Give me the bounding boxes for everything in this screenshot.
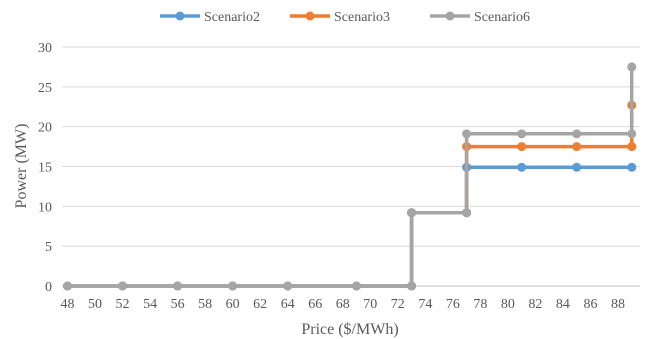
tick-labels: 0 5 10 15 20 25 30 48 50 52 54 56 58 60 62 64 66 68 70 72 74… bbox=[38, 41, 625, 312]
y-tick-label: 10 bbox=[38, 200, 52, 215]
x-tick-label: 52 bbox=[116, 297, 130, 312]
series-group bbox=[63, 62, 637, 291]
legend: Scenario2 Scenario3 Scenario6 bbox=[160, 10, 530, 25]
y-tick-label: 30 bbox=[38, 41, 52, 56]
y-tick-label: 15 bbox=[38, 161, 52, 176]
legend-item: Scenario2 bbox=[160, 10, 260, 25]
y-axis-title: Power (MW) bbox=[13, 124, 30, 209]
y-tick-label: 20 bbox=[38, 121, 52, 136]
x-axis-title: Price ($/MWh) bbox=[301, 321, 398, 338]
data-point bbox=[462, 208, 472, 218]
legend-label: Scenario3 bbox=[334, 10, 390, 25]
x-tick-label: 78 bbox=[473, 297, 487, 312]
x-tick-label: 62 bbox=[253, 297, 267, 312]
x-tick-label: 72 bbox=[391, 297, 405, 312]
series-line bbox=[67, 165, 632, 288]
x-tick-label: 48 bbox=[61, 297, 75, 312]
legend-label: Scenario6 bbox=[474, 10, 530, 25]
series-Scenario2 bbox=[63, 162, 637, 291]
data-point bbox=[627, 162, 637, 172]
x-tick-label: 80 bbox=[501, 297, 515, 312]
data-point bbox=[173, 281, 183, 291]
legend-swatch-marker bbox=[175, 11, 185, 21]
x-tick-label: 76 bbox=[446, 297, 460, 312]
legend-swatch-marker bbox=[305, 11, 315, 21]
data-point bbox=[627, 129, 637, 139]
data-point bbox=[572, 129, 582, 139]
y-tick-label: 25 bbox=[38, 81, 52, 96]
data-point bbox=[517, 129, 527, 139]
legend-item: Scenario3 bbox=[290, 10, 390, 25]
x-tick-label: 84 bbox=[556, 297, 570, 312]
x-tick-label: 64 bbox=[281, 297, 295, 312]
x-tick-label: 74 bbox=[418, 297, 432, 312]
data-point bbox=[572, 142, 582, 152]
data-point bbox=[283, 281, 293, 291]
data-point bbox=[228, 281, 238, 291]
legend-item: Scenario6 bbox=[430, 10, 530, 25]
data-point bbox=[407, 281, 417, 291]
x-tick-label: 70 bbox=[363, 297, 377, 312]
x-tick-label: 66 bbox=[308, 297, 322, 312]
x-tick-label: 60 bbox=[226, 297, 240, 312]
y-tick-label: 5 bbox=[45, 240, 52, 255]
series-line bbox=[67, 66, 634, 288]
data-point bbox=[462, 129, 472, 139]
legend-swatch-marker bbox=[445, 11, 455, 21]
gridlines bbox=[62, 46, 640, 247]
x-tick-label: 54 bbox=[143, 297, 157, 312]
data-point bbox=[118, 281, 128, 291]
data-point bbox=[407, 208, 417, 218]
x-tick-label: 50 bbox=[88, 297, 102, 312]
legend-label: Scenario2 bbox=[204, 10, 260, 25]
x-tick-label: 86 bbox=[583, 297, 597, 312]
x-tick-label: 68 bbox=[336, 297, 350, 312]
x-tick-label: 58 bbox=[198, 297, 212, 312]
data-point bbox=[352, 281, 362, 291]
data-point bbox=[627, 142, 637, 152]
y-tick-label: 0 bbox=[45, 280, 52, 295]
data-point bbox=[627, 62, 637, 72]
series-Scenario6 bbox=[63, 62, 637, 291]
data-point bbox=[572, 162, 582, 172]
x-tick-label: 56 bbox=[171, 297, 185, 312]
x-tick-label: 82 bbox=[528, 297, 542, 312]
data-point bbox=[517, 142, 527, 152]
x-tick-label: 88 bbox=[611, 297, 625, 312]
data-point bbox=[517, 162, 527, 172]
data-point bbox=[63, 281, 73, 291]
series-Scenario3 bbox=[63, 100, 637, 291]
